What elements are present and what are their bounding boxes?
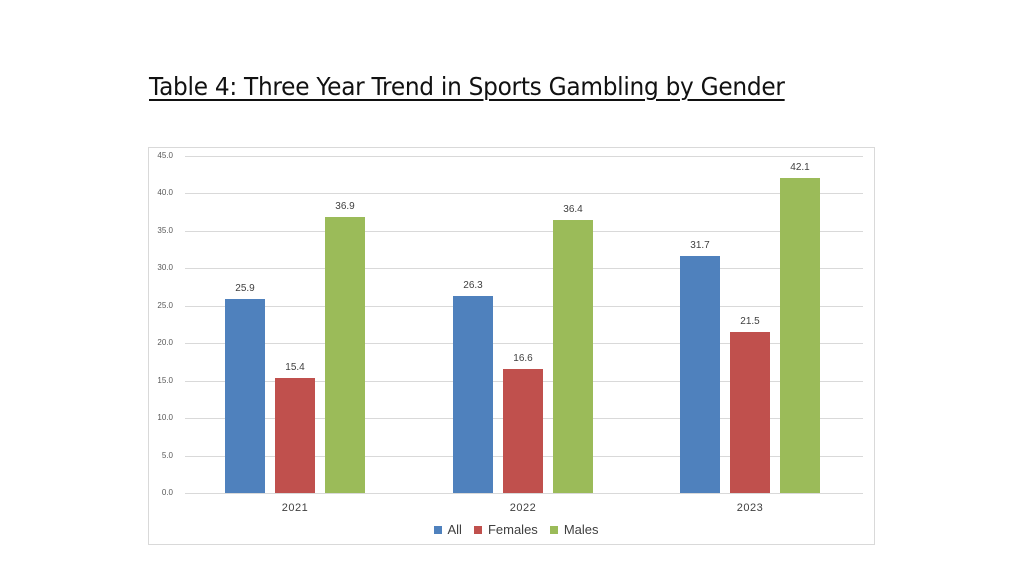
legend-label: Males [563, 522, 599, 537]
data-label: 36.4 [563, 204, 583, 216]
y-tick-label: 30.0 [157, 263, 173, 272]
data-label: 25.9 [235, 283, 255, 295]
legend-label: Females [487, 522, 538, 537]
legend-swatch-icon [473, 525, 482, 534]
chart-title: Table 4: Three Year Trend in Sports Gamb… [149, 72, 785, 101]
gridline [185, 343, 863, 344]
gridline [185, 306, 863, 307]
gridline [185, 268, 863, 269]
legend-item-males: Males [549, 522, 599, 537]
y-tick-label: 35.0 [157, 226, 173, 235]
data-label: 15.4 [285, 361, 305, 373]
x-tick-label: 2021 [281, 502, 309, 514]
bar-all-2023 [680, 255, 720, 493]
y-tick-label: 40.0 [157, 188, 173, 197]
legend-swatch-icon [549, 525, 558, 534]
gridline [185, 231, 863, 232]
data-label: 16.6 [513, 352, 533, 364]
legend-label: All [447, 522, 462, 537]
gridline [185, 493, 863, 494]
bar-all-2021 [225, 299, 265, 493]
bar-females-2023 [730, 331, 770, 493]
y-tick-label: 25.0 [157, 301, 173, 310]
legend: All Females Males [0, 522, 1024, 537]
data-label: 36.9 [335, 200, 355, 212]
data-label: 31.7 [690, 239, 710, 251]
x-tick-label: 2023 [736, 502, 764, 514]
bar-females-2021 [275, 377, 315, 493]
gridline [185, 156, 863, 157]
data-label: 26.3 [463, 280, 483, 292]
legend-swatch-icon [433, 525, 442, 534]
y-tick-label: 15.0 [157, 376, 173, 385]
y-tick-label: 10.0 [157, 413, 173, 422]
x-tick-label: 2022 [509, 502, 537, 514]
legend-item-females: Females [473, 522, 538, 537]
data-label: 21.5 [740, 315, 760, 327]
bar-females-2022 [503, 368, 543, 493]
data-label: 42.1 [790, 161, 810, 173]
bar-males-2022 [553, 220, 593, 493]
y-tick-label: 45.0 [157, 151, 173, 160]
bar-all-2022 [453, 296, 493, 493]
bar-males-2021 [325, 216, 365, 493]
y-tick-label: 5.0 [161, 451, 173, 460]
chart-frame [148, 147, 875, 545]
y-tick-label: 0.0 [161, 488, 173, 497]
y-tick-label: 20.0 [157, 338, 173, 347]
legend-item-all: All [433, 522, 462, 537]
bar-males-2023 [780, 177, 820, 493]
gridline [185, 193, 863, 194]
